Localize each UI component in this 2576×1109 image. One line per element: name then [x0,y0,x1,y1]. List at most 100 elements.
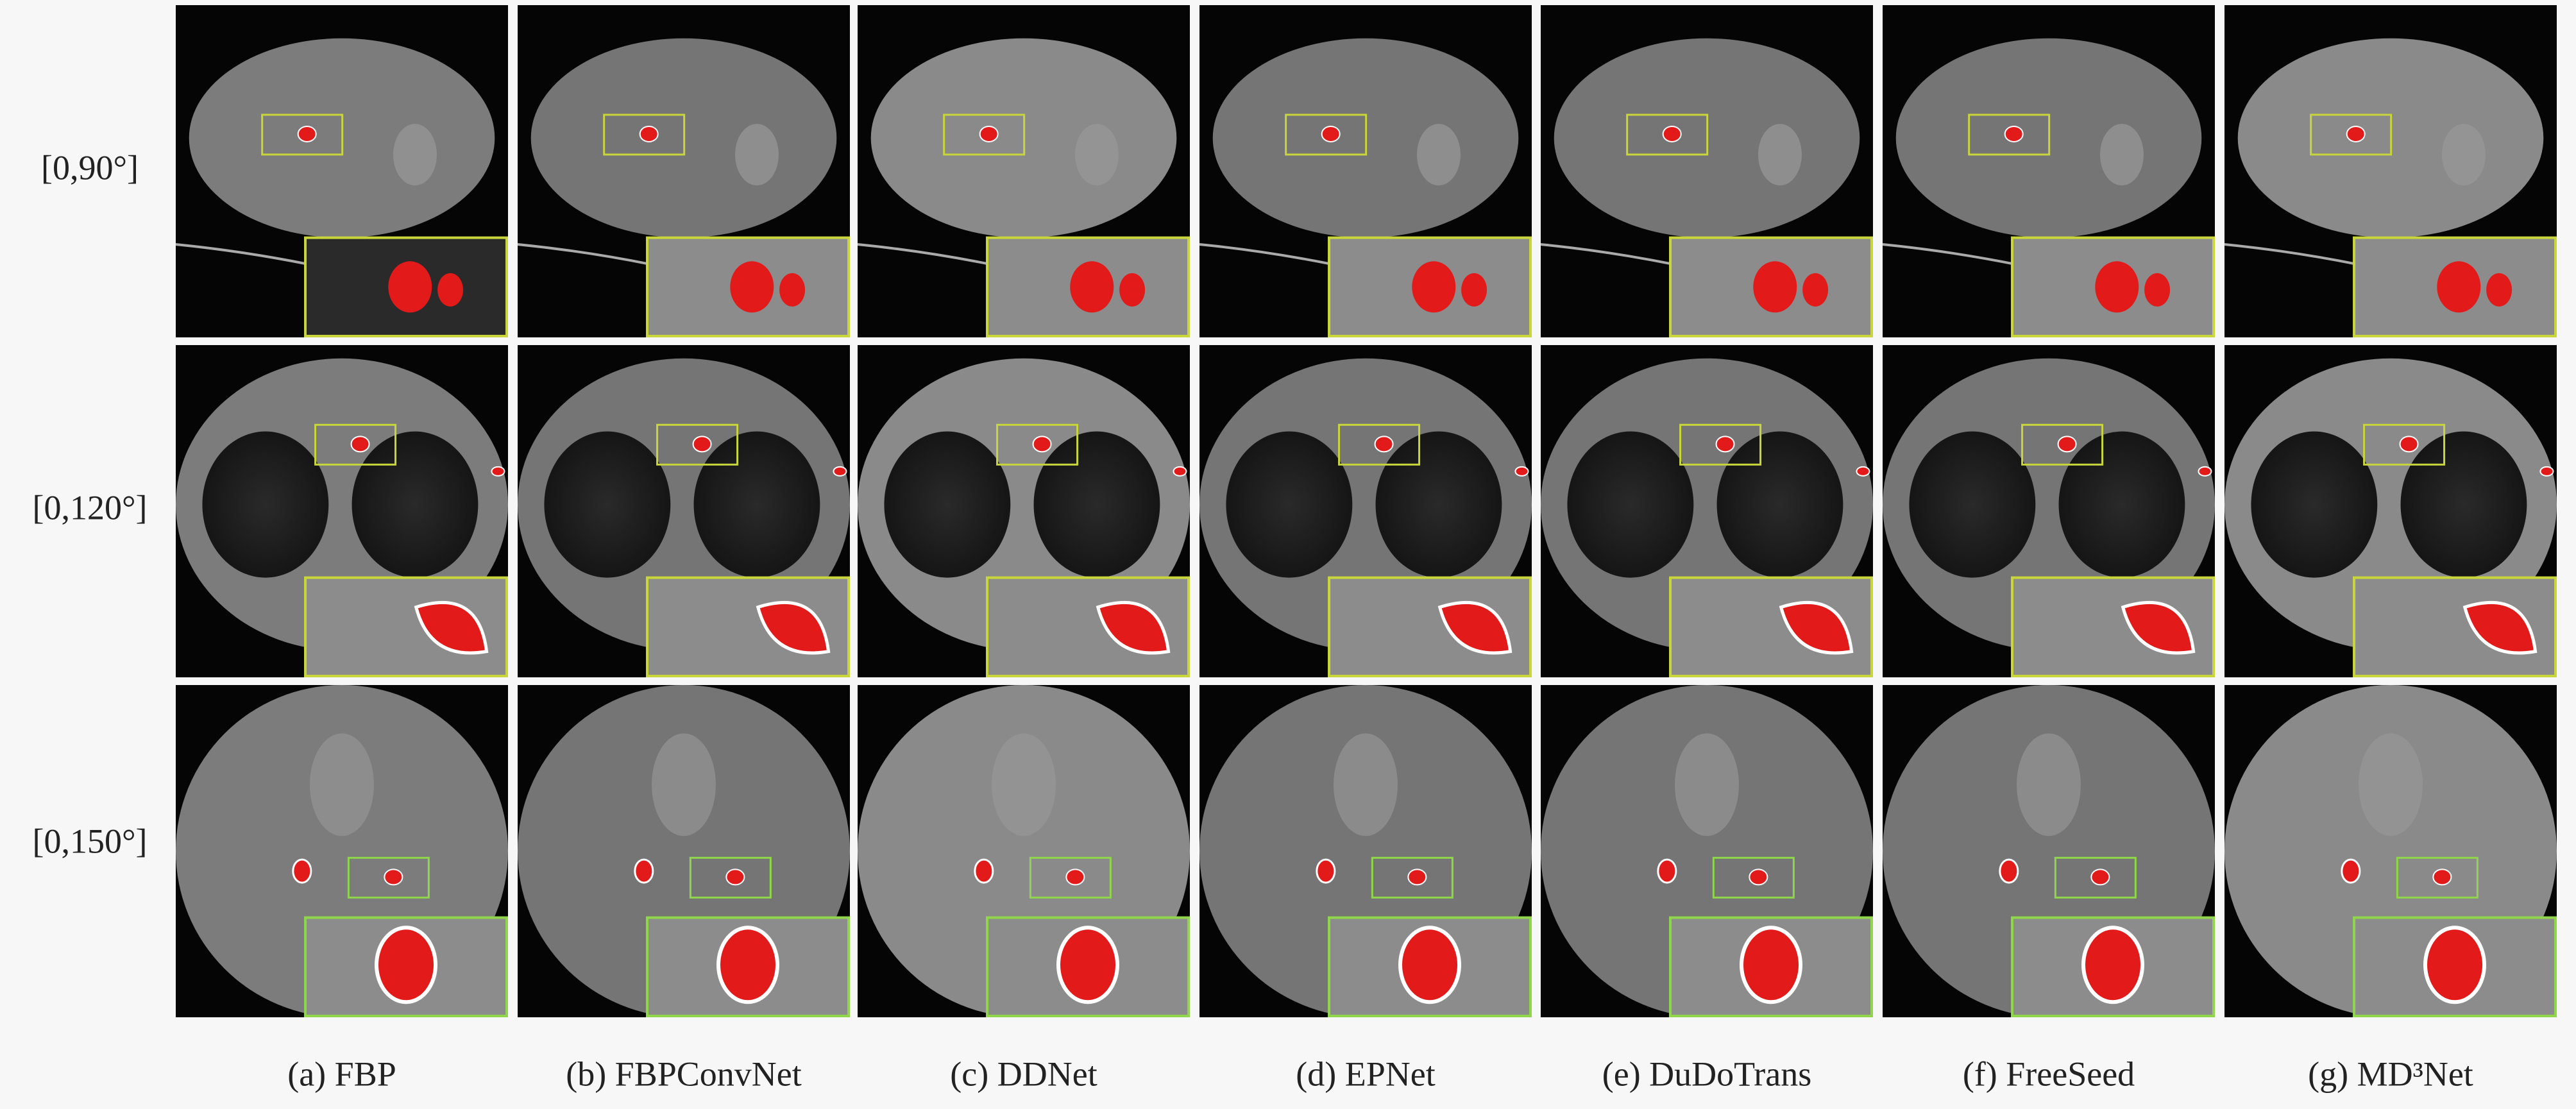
lung [2058,431,2185,578]
zoom-lesion [756,600,831,655]
lung [1909,431,2036,578]
ct-panel [175,5,509,337]
roi-lesion [1321,125,1341,142]
zoom-lesion [388,261,432,313]
row-label: [0,90°] [41,148,139,187]
ct-panel [858,345,1191,677]
roi-lesion [1065,868,1085,886]
zoom-lesion [437,273,464,307]
zoom-lesion [1461,273,1487,307]
lung [1375,431,1502,578]
roi-lesion [1662,125,1682,142]
cable [1540,242,1674,266]
organ [734,124,779,186]
caption: (a) FBP [287,1054,396,1093]
ct-panel [518,345,851,677]
lesion [2539,466,2554,477]
roi-lesion [1715,436,1735,453]
zoom-lesion [1056,926,1120,1004]
roi-lesion [979,125,999,142]
roi-box [1626,114,1709,156]
lung [693,431,820,578]
zoom-lesion [1412,261,1456,313]
roi-box [1338,423,1421,466]
ct-panel [176,685,509,1017]
zoom-lesion [730,261,774,313]
zoom-lesion [2081,926,2145,1004]
lesion [292,858,312,884]
ct-panel [857,5,1191,337]
lung [352,431,479,578]
zoom-lesion [716,926,780,1004]
caption: (e) DuDoTrans [1602,1054,1811,1093]
roi-box [314,423,397,466]
heart [310,733,374,836]
roi-lesion [297,125,317,142]
roi-box [2021,423,2104,466]
zoom-lesion [2423,926,2487,1004]
ct-panel [2224,685,2557,1017]
heart [2017,733,2081,836]
zoom-inset [304,576,509,677]
roi-lesion [2090,868,2110,886]
ct-panel [1199,5,1532,337]
zoom-lesion [2095,261,2139,313]
roi-lesion [2399,436,2419,453]
ct-panel [1882,5,2216,337]
roi-box [2054,856,2137,899]
roi-box [1679,423,1762,466]
roi-box [656,423,739,466]
lung [1567,431,1694,578]
zoom-lesion [1070,261,1114,313]
roi-box [1371,856,1453,899]
zoom-lesion [1398,926,1462,1004]
ct-panel [1540,5,1874,337]
organ [1758,124,1802,186]
lesion [833,466,847,477]
row-label: [0,120°] [32,488,147,527]
zoom-lesion [2144,273,2171,307]
caption: (g) MD³Net [2308,1054,2473,1093]
organ [2441,124,2486,186]
cable [857,242,991,266]
roi-lesion [1749,868,1768,886]
heart [1675,733,1739,836]
lesion [1856,466,1870,477]
lung [544,431,671,578]
roi-lesion [1407,868,1427,886]
roi-box [1285,114,1368,156]
ct-panel [517,5,851,337]
ct-panel [1883,685,2216,1017]
heart [652,733,716,836]
organ [1416,124,1461,186]
roi-lesion [2057,436,2077,453]
zoom-lesion [2486,273,2512,307]
ct-panel [1883,345,2216,677]
caption: (d) EPNet [1296,1054,1435,1093]
lung [1033,431,1160,578]
zoom-lesion [1096,600,1171,655]
roi-lesion [384,868,403,886]
heart [992,733,1056,836]
lung [884,431,1011,578]
organ [1074,124,1119,186]
lesion [634,858,654,884]
zoom-lesion [1437,600,1513,655]
lesion [2198,466,2212,477]
zoom-lesion [779,273,806,307]
roi-lesion [2432,868,2452,886]
roi-box [1968,114,2051,156]
zoom-lesion [1740,926,1803,1004]
lung [202,431,329,578]
ct-panel [518,685,851,1017]
ct-panel [1541,345,1874,677]
ct-panel [176,345,509,677]
roi-lesion [725,868,745,886]
lesion [1999,858,2019,884]
lung [1716,431,1843,578]
cable [175,242,309,266]
lesion [974,858,994,884]
caption: (c) DDNet [950,1054,1097,1093]
